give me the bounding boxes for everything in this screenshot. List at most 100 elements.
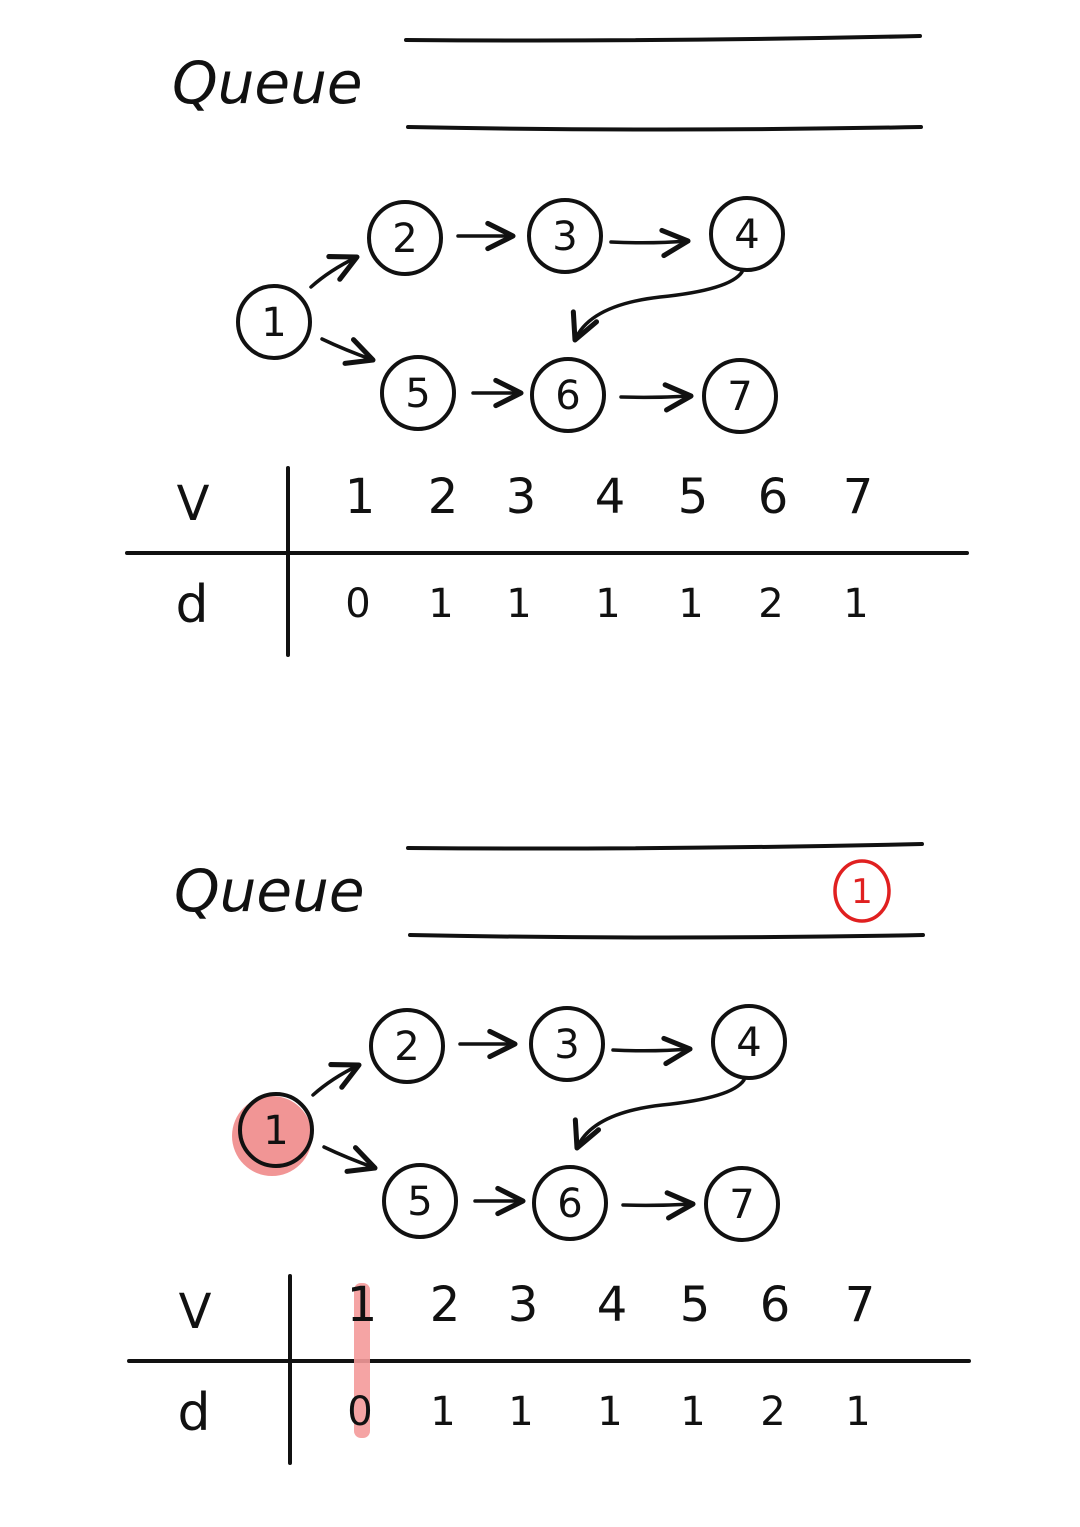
row-label-v: V bbox=[179, 1284, 212, 1340]
node-circle bbox=[702, 358, 778, 434]
table-v-cell: 3 bbox=[506, 469, 537, 525]
node-label: 1 bbox=[263, 1108, 288, 1154]
table-d-cell: 1 bbox=[595, 581, 620, 627]
edge-1-to-5 bbox=[322, 1145, 378, 1174]
node-circle bbox=[532, 1165, 608, 1241]
graph-node-4: 4 bbox=[711, 1004, 787, 1080]
table-d-cell: 1 bbox=[678, 581, 703, 627]
table-d-cell: 1 bbox=[428, 581, 453, 627]
node-circle bbox=[367, 200, 443, 276]
table-d-cell: 2 bbox=[760, 1389, 785, 1435]
node-circle bbox=[380, 355, 456, 431]
edge-4-to-6 bbox=[572, 1078, 746, 1151]
table-d-cell: 1 bbox=[506, 581, 531, 627]
edge-4-to-6 bbox=[570, 270, 744, 343]
edge-3-to-4 bbox=[611, 1035, 693, 1067]
node-circle bbox=[369, 1008, 445, 1084]
row-label-d: d bbox=[175, 575, 208, 635]
node-circle bbox=[238, 1092, 314, 1168]
table-v-cell: 2 bbox=[428, 469, 459, 525]
table-v-cell: 7 bbox=[843, 469, 874, 525]
node-circle bbox=[236, 284, 312, 360]
node-label: 7 bbox=[727, 374, 752, 420]
table-d-cell: 1 bbox=[597, 1389, 622, 1435]
table-d-cell: 1 bbox=[680, 1389, 705, 1435]
graph-node-5: 5 bbox=[382, 1163, 458, 1239]
node-label: 7 bbox=[729, 1182, 754, 1228]
graph-node-3: 3 bbox=[529, 1006, 605, 1082]
table-v-cell: 3 bbox=[508, 1277, 539, 1333]
graph-node-3: 3 bbox=[527, 198, 603, 274]
table-v-cell: 6 bbox=[758, 469, 789, 525]
node-circle bbox=[529, 1006, 605, 1082]
graph-node-1: 1 bbox=[232, 1092, 314, 1176]
graph-node-4: 4 bbox=[709, 196, 785, 272]
node-label: 5 bbox=[405, 371, 430, 417]
node-label: 3 bbox=[552, 214, 577, 260]
graph-node-5: 5 bbox=[380, 355, 456, 431]
queue-item-label: 1 bbox=[851, 872, 873, 912]
graph-node-2: 2 bbox=[367, 200, 443, 276]
table-v-cell: 4 bbox=[597, 1277, 628, 1333]
table-v-cell: 7 bbox=[845, 1277, 876, 1333]
node-circle bbox=[527, 198, 603, 274]
queue-label: Queue bbox=[172, 49, 363, 117]
table-v-cell: 6 bbox=[760, 1277, 791, 1333]
node-circle bbox=[382, 1163, 458, 1239]
row-label-v: V bbox=[177, 476, 210, 532]
table-v-cell: 1 bbox=[345, 469, 376, 525]
table-d-cell: 1 bbox=[508, 1389, 533, 1435]
table-d-cell: 0 bbox=[347, 1389, 372, 1435]
graph-node-2: 2 bbox=[369, 1008, 445, 1084]
graph-node-6: 6 bbox=[532, 1165, 608, 1241]
edge-6-to-7 bbox=[621, 1190, 696, 1221]
edge-1-to-2 bbox=[311, 1062, 362, 1097]
node-label: 2 bbox=[394, 1024, 419, 1070]
node-circle bbox=[530, 357, 606, 433]
visited-column-highlight bbox=[354, 1283, 370, 1438]
node-label: 1 bbox=[261, 300, 286, 346]
node-label: 3 bbox=[554, 1022, 579, 1068]
graph-node-6: 6 bbox=[530, 357, 606, 433]
queue-top-line bbox=[406, 842, 924, 851]
row-label-d: d bbox=[177, 1383, 210, 1443]
edge-3-to-4 bbox=[609, 227, 691, 259]
queue-bottom-line bbox=[406, 125, 923, 132]
table-v-cell: 5 bbox=[680, 1277, 711, 1333]
table-v-cell: 5 bbox=[678, 469, 709, 525]
table-v-cell: 1 bbox=[347, 1277, 378, 1333]
graph-node-7: 7 bbox=[704, 1166, 780, 1242]
queue-top-line bbox=[404, 34, 922, 43]
table-d-cell: 1 bbox=[845, 1389, 870, 1435]
node-label: 5 bbox=[407, 1179, 432, 1225]
node-circle bbox=[709, 196, 785, 272]
table-v-cell: 2 bbox=[430, 1277, 461, 1333]
queue-label: Queue bbox=[174, 857, 365, 925]
node-label: 6 bbox=[555, 373, 580, 419]
node-circle bbox=[704, 1166, 780, 1242]
node-label: 4 bbox=[734, 212, 759, 258]
node-label: 2 bbox=[392, 216, 417, 262]
edge-6-to-7 bbox=[619, 382, 694, 413]
table-d-cell: 1 bbox=[430, 1389, 455, 1435]
table-d-cell: 0 bbox=[345, 581, 370, 627]
edge-1-to-5 bbox=[320, 337, 376, 366]
node-circle bbox=[711, 1004, 787, 1080]
edge-1-to-2 bbox=[309, 254, 360, 289]
table-d-cell: 1 bbox=[843, 581, 868, 627]
queue-item-circle bbox=[833, 859, 891, 923]
table-v-cell: 4 bbox=[595, 469, 626, 525]
queue-bottom-line bbox=[408, 933, 925, 940]
node-label: 6 bbox=[557, 1181, 582, 1227]
distance-table: Vd1 2 3 4 5 6 70 1 1 1 1 2 1 bbox=[127, 1274, 971, 1465]
distance-table: Vd1 2 3 4 5 6 70 1 1 1 1 2 1 bbox=[125, 466, 969, 657]
graph-node-7: 7 bbox=[702, 358, 778, 434]
queue-item: 1 bbox=[833, 859, 891, 923]
table-d-cell: 2 bbox=[758, 581, 783, 627]
graph-node-1: 1 bbox=[236, 284, 312, 360]
node-label: 4 bbox=[736, 1020, 761, 1066]
